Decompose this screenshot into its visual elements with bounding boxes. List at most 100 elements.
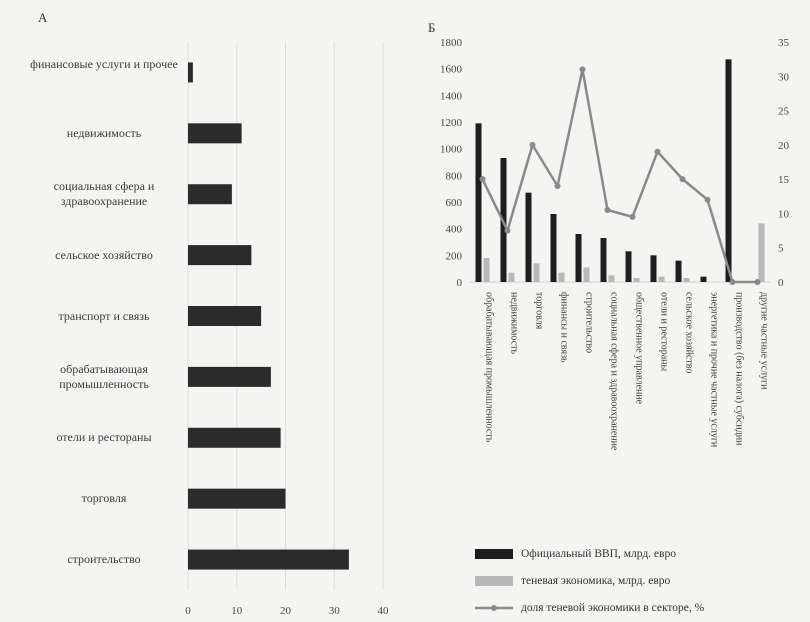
- chart-b-line-share: [481, 68, 758, 284]
- chart-b-y-right-tick-label: 15: [778, 174, 790, 186]
- chart-b-point-share: [704, 196, 711, 203]
- chart-a-category-label: транспорт и связь: [58, 308, 150, 323]
- legend-item-share: доля теневой экономики в секторе, %: [475, 594, 704, 621]
- chart-b-y-right-tick-label: 5: [778, 243, 784, 255]
- legend-item-gdp: Официальный ВВП, млрд. евро: [475, 540, 704, 567]
- chart-b-point-share: [529, 141, 536, 148]
- chart-b-y-left-tick-label: 1400: [440, 90, 463, 102]
- chart-b-point-share: [554, 183, 561, 189]
- chart-b-bar-shadow: [758, 223, 765, 282]
- chart-b-legend: Официальный ВВП, млрд. евро теневая экон…: [475, 540, 704, 621]
- chart-b-category-label: финансы и связь: [559, 292, 570, 363]
- chart-a-x-tick-label: 30: [329, 605, 341, 617]
- chart-b-category-label: торговля: [534, 292, 545, 330]
- chart-a-category-label: социальная сфера и здравоохранение: [53, 179, 155, 209]
- chart-a: А финансовые услуги и прочее недвижимость…: [30, 10, 390, 617]
- chart-b-y-left-tick-label: 1200: [440, 117, 463, 129]
- chart-a-bar: [188, 549, 349, 570]
- panel-a-letter: А: [38, 10, 48, 25]
- chart-b-y-left-tick-label: 1000: [440, 144, 463, 156]
- chart-b-bar-gdp: [525, 192, 532, 282]
- chart-a-bar: [188, 245, 252, 266]
- chart-b-point-share: [654, 148, 661, 155]
- legend-swatch-share: [475, 601, 513, 615]
- chart-a-x-tick-label: 40: [378, 605, 390, 617]
- chart-b-bar-shadow: [608, 275, 615, 282]
- chart-b-category-label: недвижимость: [509, 292, 520, 354]
- chart-b-y-left-tick-label: 600: [446, 197, 463, 209]
- chart-a-x-tick-label: 0: [185, 605, 191, 617]
- chart-b-category-label: строительство: [584, 292, 595, 353]
- chart-b-bar-shadow: [558, 272, 565, 282]
- chart-b-category-label: отели и рестораны: [659, 292, 670, 372]
- chart-b-y-right-tick-label: 20: [778, 140, 790, 152]
- chart-b-y-left-tick-label: 1600: [440, 64, 463, 76]
- chart-a-bar: [188, 62, 193, 83]
- chart-b-y-right-tick-label: 30: [778, 71, 790, 83]
- chart-b-category-label: другие частные услуги: [759, 292, 770, 390]
- legend-label-gdp: Официальный ВВП, млрд. евро: [521, 547, 676, 560]
- chart-a-bar: [188, 123, 242, 144]
- chart-b-bar-shadow: [533, 263, 540, 282]
- legend-swatch-shadow: [475, 575, 513, 586]
- chart-b-y-left-tick-label: 1800: [440, 37, 463, 49]
- chart-b-point-share: [729, 279, 736, 285]
- chart-b-category-label: энергетика и прочие частные услуги: [709, 292, 720, 448]
- legend-swatch-gdp: [475, 548, 513, 559]
- chart-b-y-right-tick-label: 25: [778, 106, 790, 118]
- chart-b-bar-shadow: [633, 278, 640, 282]
- chart-b-y-right-tick-label: 10: [778, 208, 790, 220]
- chart-b-y-right-tick-label: 35: [778, 37, 790, 49]
- chart-a-category-label: сельское хозяйство: [55, 247, 153, 262]
- chart-b-point-share: [679, 176, 686, 183]
- chart-b-category-label: обрабатывающая промышленность: [484, 292, 495, 443]
- chart-b-point-share: [754, 279, 761, 285]
- chart-b-bar-gdp: [700, 276, 707, 282]
- chart-b-bar-shadow: [658, 276, 665, 282]
- chart-b-bar-shadow: [483, 258, 490, 282]
- chart-b-point-share: [579, 66, 586, 73]
- chart-b-y-left-tick-label: 400: [446, 224, 463, 236]
- chart-a-plot: 0 10 20 30 40: [185, 42, 390, 617]
- chart-b-y-left-tick-label: 800: [446, 170, 463, 182]
- chart-b-bar-gdp: [625, 251, 632, 282]
- chart-a-category-label: недвижимость: [66, 125, 142, 140]
- chart-b-category-label: производство (без налога) субсидии: [734, 292, 745, 446]
- chart-a-category-label: торговля: [81, 491, 127, 506]
- chart-b-category-label: сельское хозяйство: [684, 292, 695, 373]
- chart-a-bar: [188, 184, 232, 205]
- chart-a-bar: [188, 427, 281, 448]
- chart-b-bar-shadow: [683, 278, 690, 282]
- chart-a-bar: [188, 366, 271, 387]
- chart-b-point-share: [604, 207, 611, 213]
- chart-b-category-label: общественное управление: [634, 292, 645, 405]
- chart-a-category-label: обрабатывающая промышленность: [59, 361, 149, 391]
- chart-a-x-tick-label: 20: [280, 605, 292, 617]
- chart-b-bar-shadow: [583, 267, 590, 282]
- chart-b-bar-gdp: [650, 255, 657, 282]
- chart-b-bar-gdp: [575, 234, 582, 282]
- panel-b-letter: Б: [428, 20, 436, 35]
- chart-a-x-tick-label: 10: [231, 605, 243, 617]
- chart-b-point-share: [629, 213, 636, 220]
- chart-b-y-right-tick-label: 0: [778, 277, 784, 289]
- chart-b-category-label: социальная сфера и здравоохранение: [609, 292, 620, 451]
- chart-a-bar: [188, 488, 286, 509]
- chart-b-bar-gdp: [475, 123, 482, 282]
- legend-label-share: доля теневой экономики в секторе, %: [521, 601, 705, 614]
- chart-b-plot: 0 200 400 600 800 1000 1200 1400 1600 1800 0 5 10 15 2…: [440, 37, 790, 451]
- legend-label-shadow: теневая экономика, млрд. евро: [521, 574, 671, 587]
- chart-a-category-label: финансовые услуги и прочее: [30, 57, 178, 72]
- legend-item-shadow: теневая экономика, млрд. евро: [475, 567, 704, 594]
- chart-b-bar-shadow: [508, 272, 515, 282]
- chart-b-bar-gdp: [725, 59, 732, 283]
- chart-b-bar-gdp: [600, 238, 607, 282]
- chart-b-point-share: [479, 176, 486, 183]
- chart-b-bar-gdp: [675, 260, 682, 282]
- chart-b-bar-gdp: [550, 214, 557, 282]
- chart-b-y-left-tick-label: 0: [457, 277, 463, 289]
- chart-b-point-share: [504, 227, 511, 234]
- chart-b: Б 0 200 400 600 800 1000 1200 1400 1600 1800 0 5 10 1…: [410, 0, 810, 622]
- chart-a-bar: [188, 306, 262, 326]
- chart-a-category-label: строительство: [67, 552, 141, 567]
